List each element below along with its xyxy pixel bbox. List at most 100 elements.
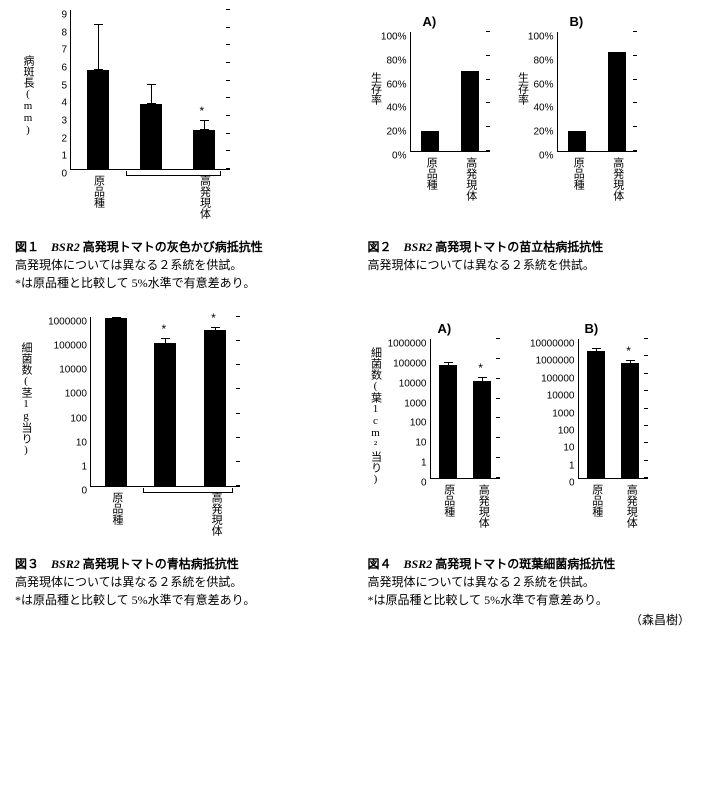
- bar: [608, 52, 626, 151]
- y-tick-label: 80%: [533, 55, 557, 66]
- fig4a-y-label: 細菌数(葉1cm²当り): [368, 347, 384, 485]
- y-tick-label: 60%: [386, 79, 410, 90]
- significance-mark: *: [161, 322, 166, 336]
- author: （森昌樹）: [368, 611, 691, 629]
- fig4-caption-line: *は原品種と比較して 5%水準で有意差あり。: [368, 591, 691, 609]
- x-category-label: 原品種: [589, 478, 605, 517]
- y-tick-label: 1000: [65, 389, 91, 400]
- fig4-caption-line: 高発現体については異なる２系統を供試。: [368, 573, 691, 591]
- y-tick-label: 80%: [386, 55, 410, 66]
- y-tick-label: 0: [569, 478, 579, 489]
- x-category-label: 原品種: [570, 151, 586, 190]
- y-tick-label: 0%: [392, 151, 410, 162]
- y-tick-label: 2: [61, 133, 71, 144]
- fig3-caption-line: *は原品種と比較して 5%水準で有意差あり。: [15, 591, 338, 609]
- fig2a-chart: 原品種高発現体0%20%40%60%80%100%: [410, 32, 490, 152]
- fig2a-y-label: 生存率: [368, 72, 384, 105]
- fig4a-chart: 原品種*高発現体01101001000100001000001000000: [430, 339, 500, 479]
- x-category-label: 高発現体: [463, 151, 479, 201]
- y-tick-label: 0%: [539, 151, 557, 162]
- figure-4: A) 原品種*高発現体01101001000100001000001000000…: [368, 317, 691, 629]
- y-tick-label: 0: [81, 486, 91, 497]
- y-tick-label: 100000: [541, 373, 578, 384]
- y-tick-label: 5: [61, 80, 71, 91]
- panel-label: B): [585, 321, 599, 336]
- y-tick-label: 1: [61, 151, 71, 162]
- fig3-y-label: 細菌数(茎1g当り): [18, 342, 34, 456]
- fig1-chart: 原品種*高発現体 0123456789: [70, 10, 230, 170]
- significance-mark: *: [626, 344, 631, 358]
- bar: [621, 363, 639, 478]
- bar: [473, 381, 491, 478]
- y-tick-label: 100000: [54, 341, 91, 352]
- bar: [193, 130, 215, 169]
- y-tick-label: 10: [563, 443, 578, 454]
- fig2-caption-line: 高発現体については異なる２系統を供試。: [368, 256, 691, 274]
- bar: [439, 365, 457, 478]
- y-tick-label: 10000000: [530, 339, 579, 350]
- panel-label: A): [438, 321, 452, 336]
- y-tick-label: 1: [421, 458, 431, 469]
- bar: [587, 351, 605, 478]
- y-tick-label: 100%: [528, 32, 558, 43]
- fig4-caption: 図４ BSR2 高発現トマトの斑葉細菌病抵抗性 高発現体については異なる２系統を…: [368, 555, 691, 629]
- fig4b-chart: 原品種*高発現体01101001000100001000001000000100…: [578, 339, 648, 479]
- x-category-label: 高発現体: [610, 151, 626, 201]
- y-tick-label: 10000: [547, 391, 579, 402]
- y-tick-label: 100: [410, 418, 431, 429]
- y-tick-label: 100: [70, 413, 91, 424]
- y-tick-label: 1000000: [536, 356, 579, 367]
- x-category-label: 原品種: [423, 151, 439, 190]
- y-tick-label: 100%: [381, 32, 411, 43]
- x-category-label: 高発現体: [197, 169, 213, 219]
- y-tick-label: 1000000: [48, 317, 91, 328]
- group-bracket: [126, 171, 221, 176]
- y-tick-label: 1000000: [388, 339, 431, 350]
- figure-1: 原品種*高発現体 0123456789 病斑長(mm) 図１ BSR2 高発現ト…: [15, 10, 338, 292]
- y-tick-label: 8: [61, 27, 71, 38]
- bar: [461, 71, 479, 151]
- fig1-y-label: 病斑長(mm): [20, 55, 36, 136]
- x-category-label: 原品種: [109, 486, 125, 525]
- y-tick-label: 1000: [404, 398, 430, 409]
- bar: [154, 343, 176, 486]
- fig2b-y-label: 生存率: [515, 72, 531, 105]
- fig2-caption: 図２ BSR2 高発現トマトの苗立枯病抵抗性 高発現体については異なる２系統を供…: [368, 238, 691, 274]
- significance-mark: *: [200, 104, 205, 118]
- y-tick-label: 40%: [386, 103, 410, 114]
- fig3-caption-line: 高発現体については異なる２系統を供試。: [15, 573, 338, 591]
- bar: [105, 318, 127, 486]
- y-tick-label: 9: [61, 10, 71, 21]
- fig1-caption-line: 高発現体については異なる２系統を供試。: [15, 256, 338, 274]
- figure-3: 原品種**高発現体 01101001000100001000001000000 …: [15, 317, 338, 629]
- y-tick-label: 0: [61, 169, 71, 180]
- y-tick-label: 4: [61, 98, 71, 109]
- y-tick-label: 1000: [552, 408, 578, 419]
- y-tick-label: 10000: [399, 378, 431, 389]
- y-tick-label: 7: [61, 45, 71, 56]
- y-tick-label: 6: [61, 63, 71, 74]
- y-tick-label: 3: [61, 116, 71, 127]
- y-tick-label: 100000: [393, 358, 430, 369]
- y-tick-label: 10: [76, 437, 91, 448]
- fig1-caption-line: *は原品種と比較して 5%水準で有意差あり。: [15, 274, 338, 292]
- panel-label: A): [423, 14, 437, 29]
- fig3-caption: 図３ BSR2 高発現トマトの青枯病抵抗性 高発現体については異なる２系統を供試…: [15, 555, 338, 609]
- bar: [140, 104, 162, 169]
- panel-label: B): [570, 14, 584, 29]
- bar: [87, 70, 109, 169]
- bar: [421, 131, 439, 151]
- y-tick-label: 100: [558, 425, 579, 436]
- y-tick-label: 20%: [533, 127, 557, 138]
- y-tick-label: 10000: [59, 365, 91, 376]
- x-category-label: 高発現体: [208, 486, 224, 536]
- fig1-caption: 図１ BSR2 高発現トマトの灰色かび病抵抗性 高発現体については異なる２系統を…: [15, 238, 338, 292]
- y-tick-label: 20%: [386, 127, 410, 138]
- bar: [568, 131, 586, 151]
- significance-mark: *: [211, 311, 216, 325]
- y-tick-label: 40%: [533, 103, 557, 114]
- y-tick-label: 1: [569, 460, 579, 471]
- x-category-label: 高発現体: [475, 478, 491, 528]
- x-category-label: 原品種: [91, 169, 107, 208]
- y-tick-label: 10: [415, 438, 430, 449]
